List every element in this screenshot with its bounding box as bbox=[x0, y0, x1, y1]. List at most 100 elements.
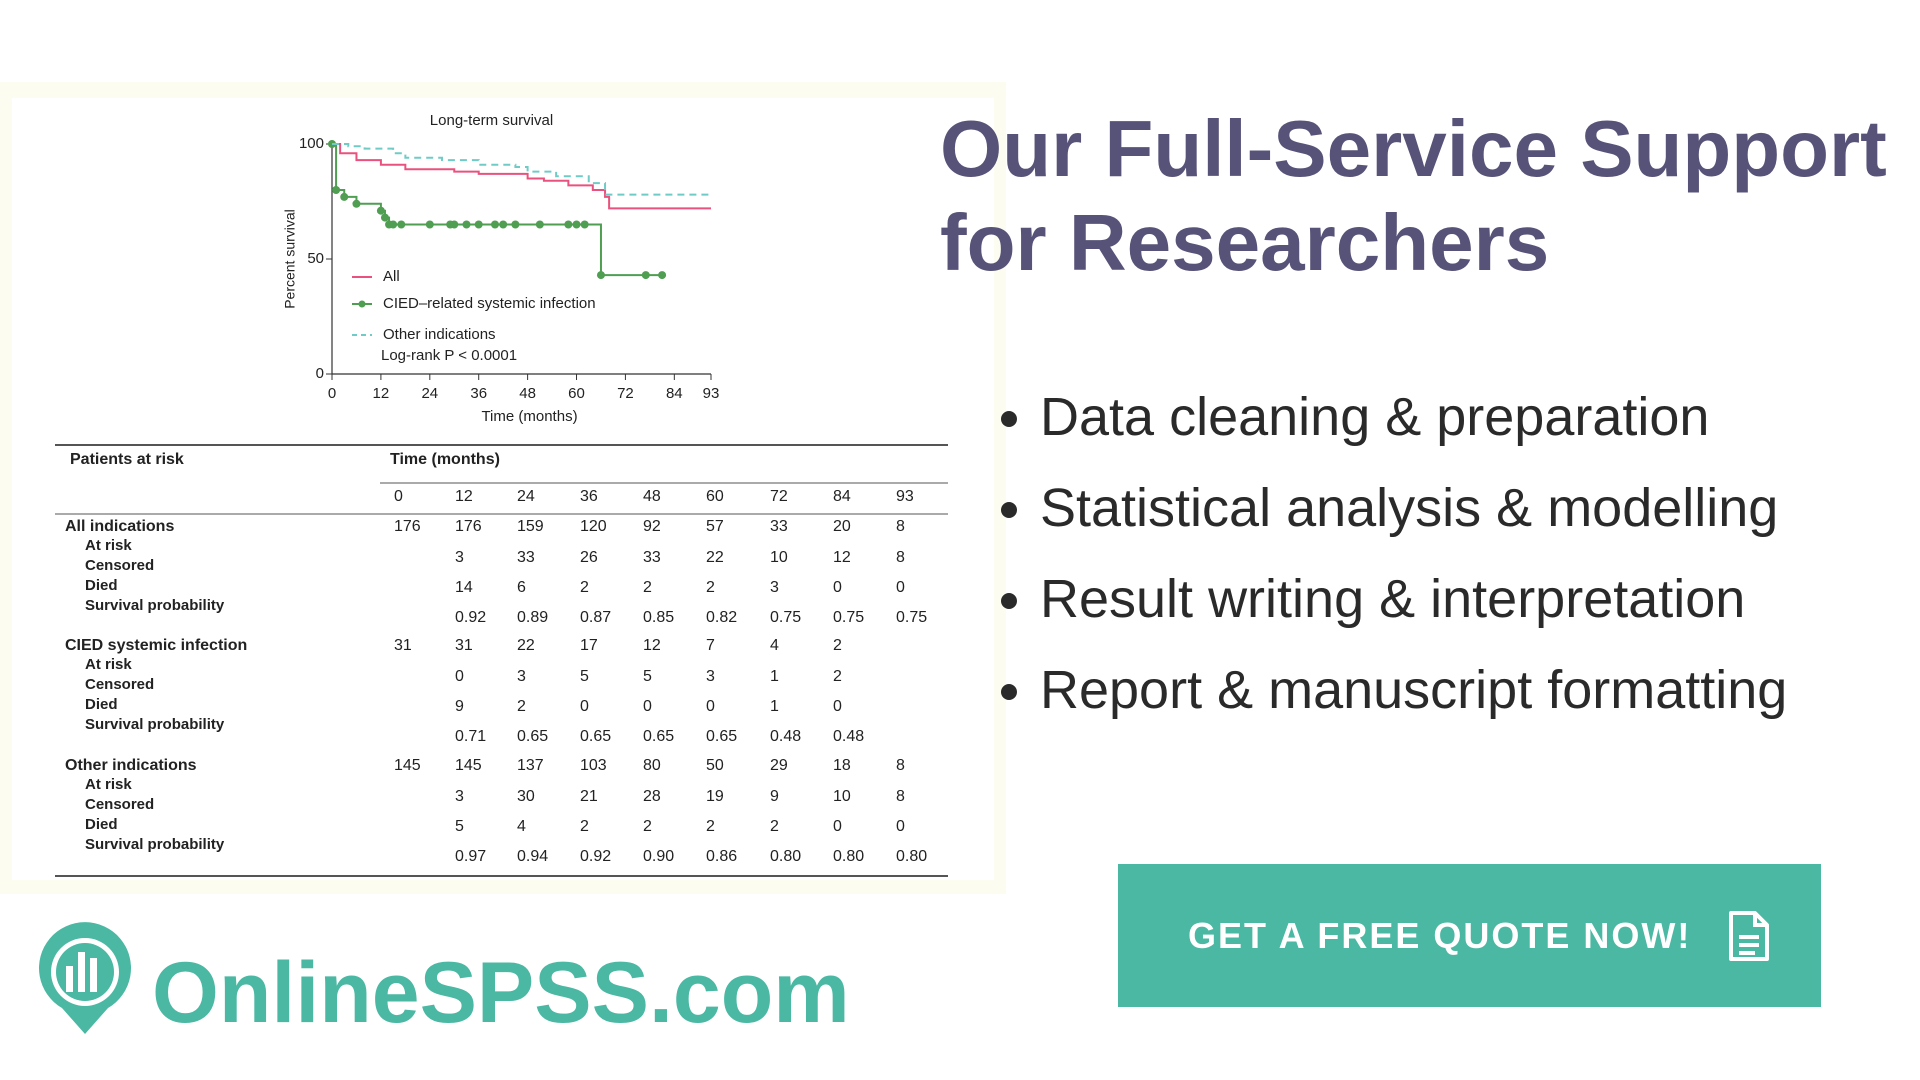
table-cell: 176 bbox=[455, 518, 482, 535]
table-cell: 0.75 bbox=[896, 609, 927, 626]
table-cell: 0.86 bbox=[706, 848, 737, 865]
row-label: At risk bbox=[85, 537, 132, 554]
table-cell: 22 bbox=[517, 637, 535, 654]
time-header: 48 bbox=[643, 488, 661, 505]
quote-button[interactable]: GET A FREE QUOTE NOW! bbox=[1118, 864, 1821, 1007]
censor-marker bbox=[450, 220, 459, 229]
table-cell: 5 bbox=[580, 668, 589, 685]
table-cell: 22 bbox=[706, 549, 724, 566]
censor-marker bbox=[511, 220, 520, 229]
table-cell: 2 bbox=[643, 579, 652, 596]
censor-marker bbox=[596, 271, 605, 280]
legend-label: Other indications bbox=[383, 326, 496, 343]
bullet-list: Data cleaning & preparation Statistical … bbox=[990, 372, 1787, 736]
table-cell: 2 bbox=[517, 698, 526, 715]
table-cell: 80 bbox=[643, 757, 661, 774]
table-cell: 0.80 bbox=[833, 848, 864, 865]
table-cell: 57 bbox=[706, 518, 724, 535]
table-cell: 2 bbox=[833, 637, 842, 654]
time-header: 24 bbox=[517, 488, 535, 505]
time-header: 36 bbox=[580, 488, 598, 505]
censor-marker bbox=[658, 271, 667, 280]
y-tick-label: 0 bbox=[316, 365, 324, 382]
table-cell: 8 bbox=[896, 757, 905, 774]
table-cell: 103 bbox=[580, 757, 607, 774]
table-cell: 31 bbox=[394, 637, 412, 654]
table-cell: 9 bbox=[770, 788, 779, 805]
censor-marker bbox=[641, 271, 650, 280]
table-header: Patients at risk bbox=[70, 451, 184, 468]
legend-marker bbox=[358, 300, 366, 308]
table-cell: 120 bbox=[580, 518, 607, 535]
table-cell: 4 bbox=[770, 637, 779, 654]
heading: Our Full-Service Support for Researchers bbox=[940, 102, 1887, 290]
group-name: Other indications bbox=[65, 757, 197, 774]
x-axis-label: Time (months) bbox=[481, 408, 577, 425]
chart-title: Long-term survival bbox=[430, 112, 553, 129]
censor-marker bbox=[389, 220, 398, 229]
censor-marker bbox=[376, 206, 385, 215]
table-cell: 159 bbox=[517, 518, 544, 535]
table-cell: 0.48 bbox=[833, 728, 864, 745]
row-label: Survival probability bbox=[85, 597, 225, 614]
x-tick-label: 72 bbox=[617, 385, 634, 402]
table-cell: 0 bbox=[833, 818, 842, 835]
logo-text: OnlineSPSS.com bbox=[152, 945, 850, 1041]
time-header: 60 bbox=[706, 488, 724, 505]
table-cell: 5 bbox=[643, 668, 652, 685]
censor-marker bbox=[572, 220, 581, 229]
censor-marker bbox=[462, 220, 471, 229]
table-cell: 0.97 bbox=[455, 848, 486, 865]
table-cell: 18 bbox=[833, 757, 851, 774]
row-label: Censored bbox=[85, 796, 154, 813]
table-cell: 145 bbox=[455, 757, 482, 774]
row-label: Survival probability bbox=[85, 716, 225, 733]
table-cell: 28 bbox=[643, 788, 661, 805]
table-cell: 0 bbox=[706, 698, 715, 715]
table-cell: 3 bbox=[455, 788, 464, 805]
table-cell: 176 bbox=[394, 518, 421, 535]
table-cell: 2 bbox=[580, 818, 589, 835]
table-cell: 2 bbox=[770, 818, 779, 835]
table-cell: 1 bbox=[770, 698, 779, 715]
row-label: Died bbox=[85, 577, 118, 594]
table-cell: 12 bbox=[833, 549, 851, 566]
table-cell: 0.65 bbox=[706, 728, 737, 745]
x-tick-label: 48 bbox=[519, 385, 536, 402]
document-icon bbox=[1729, 910, 1770, 961]
table-cell: 0 bbox=[580, 698, 589, 715]
time-header: 12 bbox=[455, 488, 473, 505]
table-cell: 3 bbox=[455, 549, 464, 566]
table-cell: 0.65 bbox=[580, 728, 611, 745]
table-cell: 0.65 bbox=[643, 728, 674, 745]
table-cell: 0.71 bbox=[455, 728, 486, 745]
group-name: All indications bbox=[65, 518, 174, 535]
table-cell: 0 bbox=[833, 698, 842, 715]
survival-line bbox=[332, 143, 711, 196]
table-cell: 0.75 bbox=[770, 609, 801, 626]
table-cell: 0.48 bbox=[770, 728, 801, 745]
table-cell: 19 bbox=[706, 788, 724, 805]
legend-label: All bbox=[383, 268, 400, 285]
table-cell: 0.75 bbox=[833, 609, 864, 626]
table-cell: 20 bbox=[833, 518, 851, 535]
table-cell: 0.89 bbox=[517, 609, 548, 626]
table-cell: 92 bbox=[643, 518, 661, 535]
x-tick-label: 36 bbox=[470, 385, 487, 402]
time-header: 0 bbox=[394, 488, 403, 505]
censor-marker bbox=[352, 199, 361, 208]
table-cell: 21 bbox=[580, 788, 598, 805]
x-tick-label: 93 bbox=[703, 385, 720, 402]
bullet: Statistical analysis & modelling bbox=[1040, 463, 1787, 554]
table-cell: 0.82 bbox=[706, 609, 737, 626]
table-cell: 0.65 bbox=[517, 728, 548, 745]
censor-marker bbox=[535, 220, 544, 229]
censor-marker bbox=[491, 220, 500, 229]
table-cell: 30 bbox=[517, 788, 535, 805]
table-cell: 0 bbox=[896, 579, 905, 596]
table-cell: 0.92 bbox=[455, 609, 486, 626]
table-cell: 33 bbox=[770, 518, 788, 535]
table-header: Time (months) bbox=[390, 451, 500, 468]
heading-line: Our Full-Service Support bbox=[940, 104, 1887, 193]
